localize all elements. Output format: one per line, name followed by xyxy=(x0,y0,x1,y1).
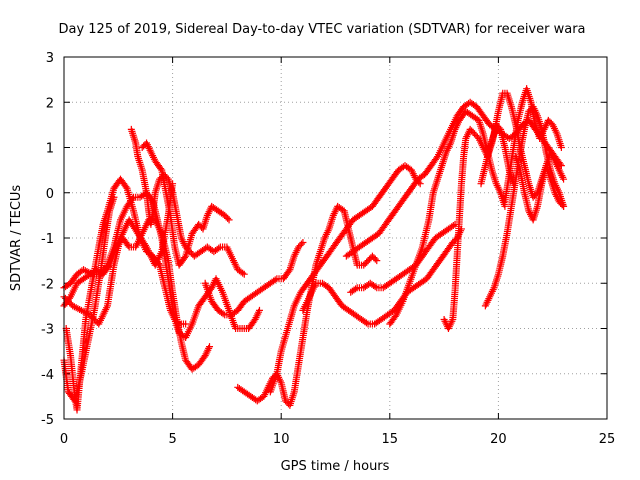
data-point xyxy=(128,195,136,203)
data-point xyxy=(206,343,214,351)
y-axis-label: SDTVAR / TECUs xyxy=(9,185,24,292)
data-point xyxy=(181,254,189,262)
y-tick-label: -3 xyxy=(41,323,54,338)
data-point xyxy=(215,244,223,252)
x-tick-label: 25 xyxy=(599,432,616,447)
data-point xyxy=(371,255,379,263)
y-tick-label: 2 xyxy=(46,96,54,111)
data-point xyxy=(558,201,566,209)
data-points xyxy=(60,85,568,414)
series-9 xyxy=(234,202,381,409)
data-point xyxy=(271,276,279,284)
ticks: 0 5 10 15 20 25 -5 -4 -3 -2 -1 0 1 2 3 xyxy=(41,51,615,447)
data-point xyxy=(240,270,248,278)
series-19 xyxy=(512,153,568,224)
y-tick-label: 0 xyxy=(46,187,54,202)
series-10 xyxy=(266,162,424,396)
x-tick-label: 15 xyxy=(382,432,399,447)
data-point xyxy=(157,165,165,173)
y-tick-label: -1 xyxy=(41,232,54,247)
data-point xyxy=(255,306,263,314)
plot-frame xyxy=(63,56,608,420)
data-point xyxy=(219,310,227,318)
x-tick-label: 0 xyxy=(60,432,68,447)
series-13 xyxy=(347,220,459,296)
y-tick-label: 1 xyxy=(46,142,54,157)
data-point xyxy=(362,319,370,327)
y-tick-label: -4 xyxy=(41,368,54,383)
y-tick-label: 3 xyxy=(46,51,54,66)
series-18 xyxy=(501,85,565,206)
data-point xyxy=(560,202,568,210)
data-point xyxy=(371,283,379,291)
data-point xyxy=(373,257,381,265)
data-point xyxy=(105,263,113,271)
data-point xyxy=(352,285,360,293)
series-6 xyxy=(127,125,248,278)
data-point xyxy=(122,183,130,191)
y-tick-label: -5 xyxy=(41,413,54,428)
data-point xyxy=(560,175,568,183)
x-tick-label: 5 xyxy=(168,432,176,447)
chart-title: Day 125 of 2019, Sidereal Day-to-day VTE… xyxy=(58,22,585,37)
x-tick-label: 10 xyxy=(273,432,290,447)
x-axis-label: GPS time / hours xyxy=(281,459,390,474)
data-point xyxy=(124,242,132,250)
series-14 xyxy=(386,107,509,328)
data-point xyxy=(224,214,232,222)
x-tick-label: 20 xyxy=(490,432,507,447)
data-point xyxy=(182,320,190,328)
data-point xyxy=(297,240,305,248)
data-point xyxy=(449,222,457,230)
series-8 xyxy=(201,239,307,319)
series-7 xyxy=(138,139,233,269)
data-point xyxy=(239,269,247,277)
series-1 xyxy=(60,180,177,328)
series-3 xyxy=(62,175,190,414)
y-tick-label: -2 xyxy=(41,277,54,292)
data-point xyxy=(225,216,233,224)
series-5 xyxy=(60,216,214,373)
data-point xyxy=(557,144,565,151)
data-point xyxy=(154,260,162,268)
data-point xyxy=(285,267,293,275)
data-point xyxy=(299,239,307,247)
